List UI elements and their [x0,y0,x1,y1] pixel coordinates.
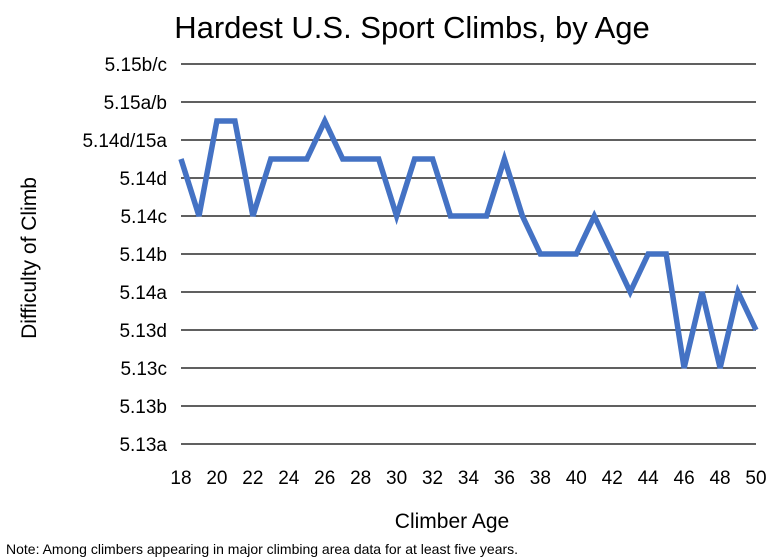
x-tick-label: 24 [278,468,300,489]
y-tick-label: 5.14b [119,245,167,266]
x-tick-label: 50 [745,468,766,489]
x-tick-label: 46 [674,468,695,489]
x-tick-label: 26 [314,468,335,489]
x-tick-label: 38 [530,468,551,489]
x-tick-label: 40 [566,468,587,489]
y-axis-ticks: 5.13a 5.13b 5.13c 5.13d 5.14a 5.14b 5.14c 5.14d… [82,55,167,456]
series-line [178,114,759,369]
y-tick-label: 5.14d [119,169,167,190]
chart-note: Note: Among climbers appearing in major … [6,541,518,557]
x-axis-ticks: 18 20 22 24 26 28 30 32 34 36 38 40 42 44 46 48 50 [170,468,766,489]
y-tick-label: 5.14a [119,283,167,304]
x-tick-label: 48 [709,468,730,489]
y-axis-label: Difficulty of Climb [18,177,41,339]
x-tick-label: 36 [494,468,515,489]
y-tick-label: 5.14d/15a [82,131,167,152]
gridlines [181,63,756,445]
y-tick-label: 5.14c [121,207,167,228]
x-tick-label: 18 [170,468,191,489]
chart-title: Hardest U.S. Sport Climbs, by Age [174,10,650,45]
x-tick-label: 42 [602,468,623,489]
x-tick-label: 44 [638,468,660,489]
y-tick-label: 5.15a/b [104,93,167,114]
y-tick-label: 5.13d [119,321,167,342]
y-tick-label: 5.13a [119,435,167,456]
y-tick-label: 5.13c [121,359,167,380]
x-tick-label: 32 [422,468,443,489]
x-tick-label: 34 [458,468,480,489]
x-axis-label: Climber Age [395,510,509,533]
y-tick-label: 5.13b [119,397,167,418]
x-tick-label: 22 [242,468,263,489]
y-tick-label: 5.15b/c [105,55,167,76]
x-tick-label: 20 [206,468,227,489]
x-tick-label: 28 [350,468,371,489]
x-tick-label: 30 [386,468,407,489]
